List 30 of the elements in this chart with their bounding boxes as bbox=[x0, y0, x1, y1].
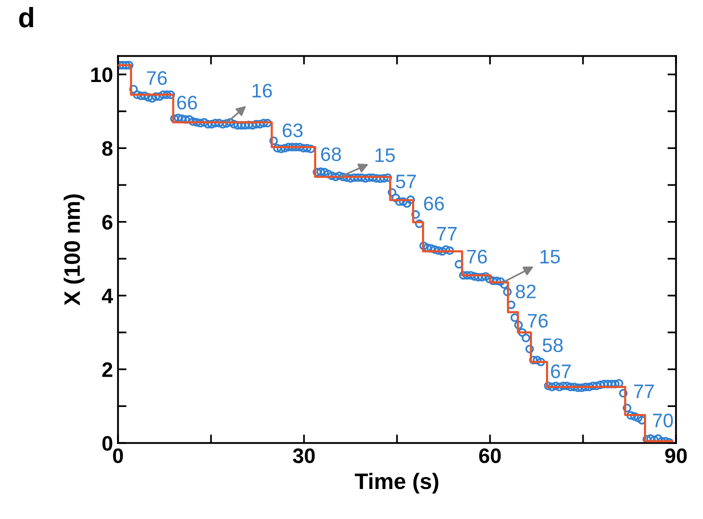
annotation: 76 bbox=[528, 314, 548, 328]
annotation: 68 bbox=[321, 147, 341, 162]
annotation: 15 bbox=[540, 250, 560, 264]
y-tick-label: 2 bbox=[102, 362, 112, 377]
x-tick-label: 60 bbox=[479, 448, 501, 464]
y-axis-title: X (100 nm) bbox=[64, 194, 84, 306]
chart-title: d bbox=[19, 7, 34, 28]
y-tick-label: 8 bbox=[102, 141, 112, 156]
x-tick-label: 90 bbox=[665, 448, 687, 464]
y-tick-label: 0 bbox=[102, 436, 112, 451]
annotation: 58 bbox=[542, 338, 563, 352]
annotation: 77 bbox=[437, 226, 457, 240]
annotation: 76 bbox=[147, 71, 167, 85]
annotation: 57 bbox=[396, 174, 416, 188]
y-tick-label: 6 bbox=[102, 214, 112, 230]
annotation: 70 bbox=[652, 414, 673, 428]
annotation: 66 bbox=[424, 196, 444, 210]
x-tick-label: 30 bbox=[292, 448, 315, 464]
annotation: 82 bbox=[516, 284, 536, 298]
annotation: 16 bbox=[252, 84, 272, 98]
y-tick-label: 4 bbox=[102, 288, 114, 304]
annotation: 15 bbox=[375, 148, 395, 162]
annotation: 76 bbox=[467, 250, 487, 264]
annotation: 66 bbox=[177, 96, 197, 110]
annotation: 77 bbox=[634, 384, 654, 398]
y-tick-label: 10 bbox=[91, 67, 112, 82]
annotation: 67 bbox=[551, 364, 571, 378]
x-tick-label: 0 bbox=[113, 448, 123, 464]
annotation: 63 bbox=[282, 123, 303, 138]
x-axis-title: Time (s) bbox=[354, 472, 438, 494]
